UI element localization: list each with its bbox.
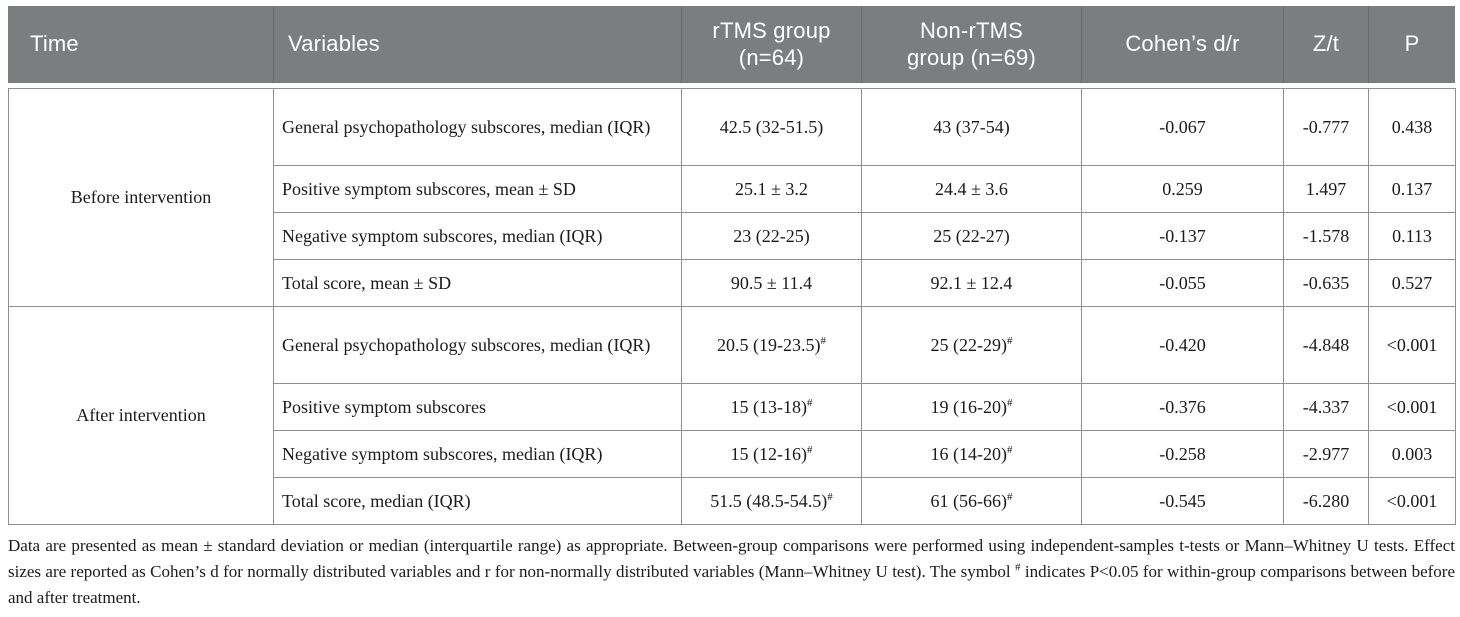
rtms-value-cell: 15 (13-18)# <box>681 383 862 431</box>
zt-cell: -2.977 <box>1283 430 1369 478</box>
nonrtms-value-cell: 25 (22-27) <box>861 212 1082 260</box>
table-header: Time Variables rTMS group (n=64) Non-rTM… <box>8 6 1455 83</box>
nonrtms-value-cell: 25 (22-29)# <box>861 306 1082 384</box>
rtms-value-cell: 42.5 (32-51.5) <box>681 88 862 166</box>
cohens-cell: 0.259 <box>1081 165 1284 213</box>
p-cell: 0.113 <box>1368 212 1456 260</box>
p-cell: 0.527 <box>1368 259 1456 307</box>
zt-cell: -1.578 <box>1283 212 1369 260</box>
value-text: 25 (22-29) <box>930 334 1007 355</box>
footnote-text-part2: indicates P<0.05 for within-group compar… <box>8 562 1455 607</box>
header-cell-variables: Variables <box>273 6 681 83</box>
p-cell: 0.003 <box>1368 430 1456 478</box>
significance-marker: # <box>827 490 833 503</box>
header-cell-rtms: rTMS group (n=64) <box>681 6 861 83</box>
nonrtms-value-cell: 19 (16-20)# <box>861 383 1082 431</box>
time-cell-before: Before intervention <box>8 88 274 307</box>
value-text: 51.5 (48.5-54.5) <box>710 490 828 511</box>
table-row: Negative symptom subscores, median (IQR)… <box>9 430 1456 478</box>
table-row: Positive symptom subscores 15 (13-18)# 1… <box>9 383 1456 431</box>
footnote-text-part1: Data are presented as mean ± standard de… <box>8 536 1455 581</box>
significance-marker: # <box>806 443 813 456</box>
variable-cell: General psychopathology subscores, media… <box>273 88 682 166</box>
table-row: After intervention General psychopatholo… <box>8 306 1456 525</box>
value-text: 90.5 ± 11.4 <box>730 272 813 293</box>
header-cell-zt: Z/t <box>1283 6 1368 83</box>
value-text: 16 (14-20) <box>930 443 1007 464</box>
variable-cell: Negative symptom subscores, median (IQR) <box>273 430 682 478</box>
zt-cell: -4.337 <box>1283 383 1369 431</box>
zt-cell: -6.280 <box>1283 477 1369 525</box>
table-row: Negative symptom subscores, median (IQR)… <box>9 212 1456 260</box>
value-text: 61 (56-66) <box>930 490 1007 511</box>
zt-cell: -0.635 <box>1283 259 1369 307</box>
nonrtms-value-cell: 92.1 ± 12.4 <box>861 259 1082 307</box>
cohens-cell: -0.376 <box>1081 383 1284 431</box>
significance-marker: # <box>820 334 826 347</box>
variable-cell: Positive symptom subscores, mean ± SD <box>273 165 682 213</box>
significance-marker: # <box>1006 490 1013 503</box>
cohens-cell: -0.055 <box>1081 259 1284 307</box>
value-text: 24.4 ± 3.6 <box>935 178 1008 199</box>
p-cell: 0.137 <box>1368 165 1456 213</box>
table-footnote: Data are presented as mean ± standard de… <box>8 533 1455 611</box>
table-row: Total score, mean ± SD 90.5 ± 11.4 92.1 … <box>9 259 1456 307</box>
table-row: Positive symptom subscores, mean ± SD 25… <box>9 165 1456 213</box>
cohens-cell: -0.137 <box>1081 212 1284 260</box>
table-row: Total score, median (IQR) 51.5 (48.5-54.… <box>9 477 1456 525</box>
nonrtms-value-cell: 61 (56-66)# <box>861 477 1082 525</box>
rtms-value-cell: 51.5 (48.5-54.5)# <box>681 477 862 525</box>
variable-cell: Negative symptom subscores, median (IQR) <box>273 212 682 260</box>
header-cell-nonrtms: Non-rTMS group (n=69) <box>861 6 1081 83</box>
hash-symbol: # <box>1015 561 1021 574</box>
significance-marker: # <box>1006 396 1013 409</box>
rtms-value-cell: 90.5 ± 11.4 <box>681 259 862 307</box>
value-text: 25.1 ± 3.2 <box>735 178 808 199</box>
cohens-cell: -0.067 <box>1081 88 1284 166</box>
variable-cell: General psychopathology subscores, media… <box>273 306 682 384</box>
variable-cell: Positive symptom subscores <box>273 383 682 431</box>
value-text: 23 (22-25) <box>733 225 810 246</box>
significance-marker: # <box>1006 443 1013 456</box>
cohens-cell: -0.545 <box>1081 477 1284 525</box>
header-cell-p: P <box>1368 6 1455 83</box>
zt-cell: -0.777 <box>1283 88 1369 166</box>
p-cell: <0.001 <box>1368 477 1456 525</box>
variable-cell: Total score, mean ± SD <box>273 259 682 307</box>
header-cell-cohens: Cohen’s d/r <box>1081 6 1283 83</box>
nonrtms-value-cell: 24.4 ± 3.6 <box>861 165 1082 213</box>
value-text: 19 (16-20) <box>930 396 1007 417</box>
value-text: 43 (37-54) <box>933 116 1010 137</box>
time-cell-after: After intervention <box>8 306 274 525</box>
header-cell-time: Time <box>30 31 79 57</box>
cohens-cell: -0.258 <box>1081 430 1284 478</box>
variable-cell: Total score, median (IQR) <box>273 477 682 525</box>
nonrtms-value-cell: 16 (14-20)# <box>861 430 1082 478</box>
nonrtms-value-cell: 43 (37-54) <box>861 88 1082 166</box>
p-cell: 0.438 <box>1368 88 1456 166</box>
value-text: 25 (22-27) <box>933 225 1010 246</box>
p-cell: <0.001 <box>1368 383 1456 431</box>
value-text: 20.5 (19-23.5) <box>717 334 821 355</box>
value-text: 15 (12-16) <box>730 443 807 464</box>
rtms-value-cell: 23 (22-25) <box>681 212 862 260</box>
value-text: 15 (13-18) <box>730 396 807 417</box>
results-table: Before intervention General psychopathol… <box>8 88 1456 525</box>
rtms-value-cell: 20.5 (19-23.5)# <box>681 306 862 384</box>
cohens-cell: -0.420 <box>1081 306 1284 384</box>
zt-cell: 1.497 <box>1283 165 1369 213</box>
rtms-value-cell: 25.1 ± 3.2 <box>681 165 862 213</box>
significance-marker: # <box>1006 334 1013 347</box>
table-row: Before intervention General psychopathol… <box>8 88 1456 307</box>
zt-cell: -4.848 <box>1283 306 1369 384</box>
rtms-value-cell: 15 (12-16)# <box>681 430 862 478</box>
value-text: 42.5 (32-51.5) <box>719 116 824 137</box>
p-cell: <0.001 <box>1368 306 1456 384</box>
significance-marker: # <box>806 396 813 409</box>
value-text: 92.1 ± 12.4 <box>930 272 1013 293</box>
